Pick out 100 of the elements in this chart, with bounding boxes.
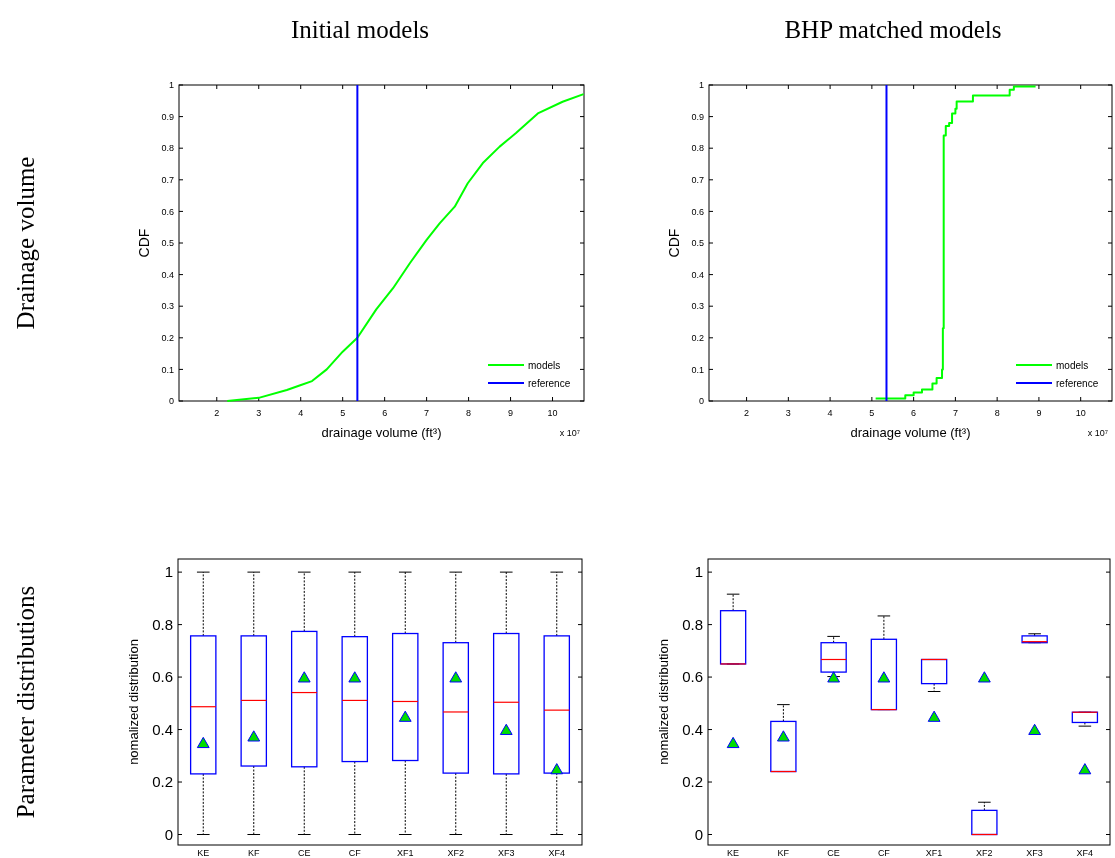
x-tick-label: 3 [785, 408, 791, 418]
y-tick-label: 0.8 [152, 615, 173, 633]
x-tick-label: 8 [466, 408, 472, 418]
x-tick-label: XF2 [447, 848, 465, 858]
y-tick-label: 0.9 [161, 111, 174, 122]
y-tick-label: 0.2 [161, 332, 174, 343]
legend-label: models [528, 359, 561, 371]
point [550, 763, 564, 775]
y-tick-label: 0.6 [691, 206, 704, 217]
x-tick-label: XF3 [1026, 848, 1043, 858]
point [827, 671, 841, 683]
x-tick-label: 4 [827, 408, 833, 418]
y-axis-title: CDF [666, 228, 682, 258]
y-tick-label: 0 [168, 396, 174, 407]
x-tick-label: 6 [382, 408, 388, 418]
y-tick-label: 0.4 [152, 720, 173, 738]
point [1028, 723, 1042, 735]
y-axis-title: nomalized distribution [656, 639, 671, 765]
x-tick-label: 5 [869, 408, 875, 418]
text: Parameter distributions [12, 585, 39, 819]
x-tick-label: CE [297, 848, 311, 858]
x-tick-label: 4 [298, 408, 304, 418]
x-tick-label: 7 [952, 408, 958, 418]
y-tick-label: 0.5 [691, 238, 704, 249]
y-tick-label: 0 [694, 825, 703, 843]
y-tick-label: 0.8 [691, 143, 704, 154]
x-tick-label: KF [777, 848, 790, 858]
y-tick-label: 0.4 [691, 269, 704, 280]
x-tick-label: 2 [744, 408, 750, 418]
legend-label: reference [1056, 377, 1099, 389]
x-tick-label: XF4 [548, 848, 566, 858]
y-tick-label: 0.6 [682, 668, 703, 686]
y-tick-label: 0.6 [152, 668, 173, 686]
x-tick-label: XF4 [1076, 848, 1094, 858]
y-tick-label: 1 [168, 80, 174, 91]
point [348, 671, 362, 683]
point [977, 671, 991, 683]
point [449, 671, 463, 683]
y-tick-label: 0.4 [682, 720, 703, 738]
x-tick-label: 2 [214, 408, 220, 418]
x-tick-label: CE [827, 848, 840, 858]
point [398, 710, 412, 722]
y-tick-label: 0 [698, 396, 704, 407]
y-tick-label: 0.2 [691, 332, 704, 343]
point [499, 723, 513, 735]
y-tick-label: 1 [698, 80, 704, 91]
x-tick-label: KE [197, 848, 210, 858]
point [927, 710, 941, 722]
y-tick-label: 1 [164, 563, 173, 581]
x-tick-label: CF [877, 848, 891, 858]
x-tick-label: XF2 [976, 848, 993, 858]
x-tick-label: 6 [911, 408, 917, 418]
y-tick-label: 0.8 [161, 143, 174, 154]
x-axis-title: drainage volume (ft³) [850, 425, 971, 440]
y-tick-label: 1 [694, 563, 703, 581]
text: x 10⁷ [559, 428, 581, 438]
x-tick-label: XF1 [396, 848, 414, 858]
point [877, 671, 891, 683]
x-tick-label: 10 [1075, 408, 1086, 418]
y-tick-label: 0.7 [691, 174, 704, 185]
y-tick-label: 0.9 [691, 111, 704, 122]
x-tick-label: 9 [508, 408, 514, 418]
y-tick-label: 0.3 [691, 301, 704, 312]
x-axis-title: drainage volume (ft³) [321, 425, 442, 440]
y-tick-label: 0.6 [161, 206, 174, 217]
y-tick-label: 0 [164, 825, 173, 843]
x-tick-label: KE [727, 848, 740, 858]
x-tick-label: KF [247, 848, 260, 858]
x-tick-label: 3 [256, 408, 262, 418]
x-tick-label: 5 [340, 408, 346, 418]
point [196, 736, 210, 749]
y-tick-label: 0.3 [161, 301, 174, 312]
x-tick-label: 9 [1036, 408, 1042, 418]
x-tick-label: 10 [547, 408, 558, 418]
point [247, 730, 261, 742]
text: Drainage volume [12, 156, 39, 330]
point [776, 730, 790, 742]
y-tick-label: 0.5 [161, 238, 174, 249]
y-tick-label: 0.1 [691, 364, 704, 375]
chart-title: Initial models [290, 16, 430, 43]
x-tick-label: XF3 [497, 848, 515, 858]
line-series [226, 93, 584, 402]
x-tick-label: CF [348, 848, 362, 858]
legend-label: reference [528, 377, 571, 389]
y-tick-label: 0.4 [161, 269, 174, 280]
y-tick-label: 0.2 [152, 773, 173, 791]
x-tick-label: 8 [994, 408, 1000, 418]
x-tick-label: 7 [424, 408, 430, 418]
legend-label: models [1056, 359, 1089, 371]
y-axis-title: nomalized distribution [126, 639, 141, 765]
y-tick-label: 0.1 [161, 364, 174, 375]
point [1078, 763, 1092, 775]
y-tick-label: 0.2 [682, 773, 703, 791]
y-axis-title: CDF [136, 228, 152, 258]
y-tick-label: 0.8 [682, 615, 703, 633]
chart-title: BHP matched models [784, 16, 1002, 43]
point [726, 736, 740, 749]
text: x 10⁷ [1087, 428, 1109, 438]
y-tick-label: 0.7 [161, 174, 174, 185]
point [297, 671, 311, 683]
